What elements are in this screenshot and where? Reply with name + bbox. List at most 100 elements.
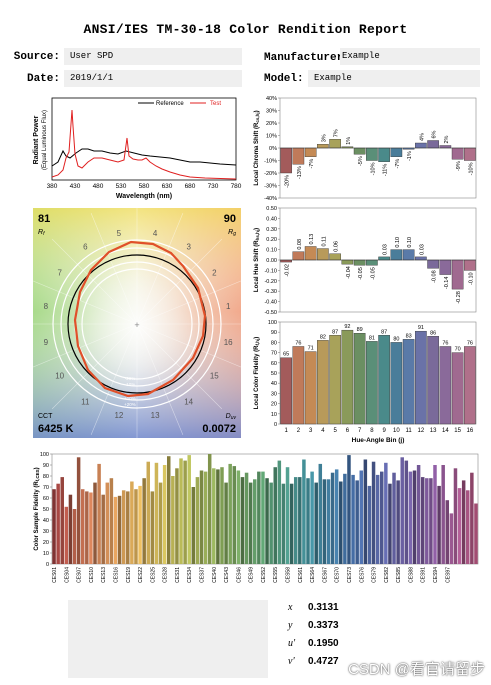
- ytick-label: 0: [274, 422, 277, 428]
- cvg-bin-number: 4: [153, 229, 158, 238]
- sample-xtick-label: CES46: [236, 567, 242, 583]
- hue-bin-spoke: [136, 280, 241, 325]
- bin-bar: [427, 259, 439, 269]
- y-value: 0.3373: [308, 620, 339, 631]
- bin-bar: [329, 335, 341, 425]
- sample-bar: [154, 462, 159, 564]
- ytick-label: 30%: [266, 109, 277, 115]
- bar-data-label: 76: [467, 340, 473, 346]
- legend-reference-label: Reference: [156, 101, 184, 107]
- bar-data-label: 0.11: [321, 236, 327, 246]
- cvg-bin-number: 8: [44, 302, 49, 311]
- ytick-label: 0: [46, 562, 49, 568]
- sample-xtick-label: CES61: [298, 567, 304, 583]
- sample-bar: [138, 485, 142, 564]
- sample-xtick-label: CES97: [445, 567, 451, 583]
- sample-bar: [158, 482, 163, 564]
- bin-bar: [317, 340, 329, 425]
- bar-data-label: 76: [295, 340, 301, 346]
- ytick-label: 10: [271, 412, 277, 418]
- sample-bar: [289, 483, 294, 564]
- source-value: User SPD: [64, 48, 242, 65]
- sample-bar: [404, 460, 409, 564]
- bin-bar: [390, 249, 403, 261]
- sample-xtick-label: CES52: [261, 567, 267, 583]
- manufacturer-label: Manufacturer: [264, 52, 344, 64]
- cct-value: 6425 K: [38, 423, 74, 435]
- watermark: CSDN @看官请留步: [348, 661, 485, 678]
- reference-rings: [52, 239, 222, 409]
- chart-ylabel: Local Color Fidelity (Rf,hj): [254, 337, 260, 409]
- sample-bar: [293, 477, 298, 564]
- xtick-label: 3: [309, 428, 313, 434]
- bin-bar: [366, 341, 378, 425]
- sample-bar: [232, 466, 237, 564]
- sample-bar: [195, 477, 200, 564]
- xtick-label: 4: [321, 428, 325, 434]
- hue-bin-spoke: [90, 213, 138, 325]
- bar-data-label: 7%: [334, 129, 340, 137]
- xtick-label: 13: [430, 428, 437, 434]
- bar-data-label: 0.13: [309, 234, 315, 245]
- rg-value: 90: [224, 213, 236, 225]
- reference-spd-line: [51, 148, 237, 167]
- spd-xtick: 530: [116, 183, 127, 190]
- sample-bar: [461, 480, 466, 564]
- sample-bar: [183, 460, 187, 564]
- ytick-label: -30%: [264, 184, 277, 190]
- sample-bar: [334, 469, 339, 564]
- spd-xtick: 430: [70, 183, 81, 190]
- y-label: y: [288, 620, 293, 631]
- sample-xtick-label: CES16: [113, 567, 119, 583]
- model-value: Example: [308, 70, 480, 87]
- hue-bin-spoke: [136, 323, 241, 368]
- sample-bar: [298, 477, 302, 564]
- cvg-bin-number: 1: [226, 302, 231, 311]
- rf-value: 81: [38, 213, 50, 225]
- ring-label: -10%: [125, 382, 136, 387]
- bar-data-label: 0.06: [334, 241, 340, 252]
- spd-xtick: 630: [162, 183, 173, 190]
- cvg-bin-number: 3: [186, 243, 191, 252]
- sample-bar: [212, 468, 216, 564]
- sample-bar: [466, 490, 470, 564]
- bar-data-label: -0.05: [370, 267, 376, 280]
- bin-bar: [329, 253, 341, 261]
- ytick-label: 70: [271, 351, 277, 357]
- sample-bar: [351, 474, 355, 564]
- ytick-label: -0.40: [264, 300, 277, 306]
- sample-bar: [367, 485, 372, 564]
- bin-bar: [304, 351, 317, 425]
- ytick-label: 30: [43, 529, 49, 535]
- bar-data-label: 80: [393, 336, 399, 342]
- bin-bar: [292, 147, 305, 165]
- reference-circle: [67, 254, 207, 394]
- sample-bar: [64, 506, 69, 564]
- sample-bar: [408, 471, 413, 564]
- sample-bar: [121, 490, 126, 564]
- bar-data-label: 3%: [321, 134, 327, 142]
- sample-xtick-label: CES49: [249, 567, 255, 583]
- sample-bar: [113, 496, 118, 564]
- sample-xtick-label: CES37: [200, 567, 206, 583]
- bar-data-label: -0.10: [468, 272, 474, 285]
- sample-bar: [359, 470, 364, 564]
- sample-xtick-label: CES76: [359, 567, 365, 583]
- bar-data-label: 0.08: [297, 239, 303, 250]
- xtick-label: 8: [370, 428, 374, 434]
- cct-label: CCT: [38, 413, 53, 420]
- hue-bin-spokes: [33, 208, 241, 438]
- sample-bar: [162, 465, 167, 564]
- legend-test-label: Test: [210, 101, 221, 107]
- cvg-bin-number: 6: [83, 243, 88, 252]
- sample-bar: [371, 461, 376, 564]
- xtick-label: 7: [358, 428, 362, 434]
- notes-area: [68, 600, 268, 678]
- sample-bar: [253, 479, 257, 564]
- ytick-label: 0.00: [266, 258, 277, 264]
- chromaticity-table: x 0.3131 y 0.3373 u' 0.1950 v' 0.4727: [288, 602, 339, 674]
- sample-bar: [314, 482, 318, 564]
- sample-bar: [101, 494, 105, 564]
- sample-xtick-label: CES88: [408, 567, 414, 583]
- sample-xtick-label: CES04: [64, 567, 70, 583]
